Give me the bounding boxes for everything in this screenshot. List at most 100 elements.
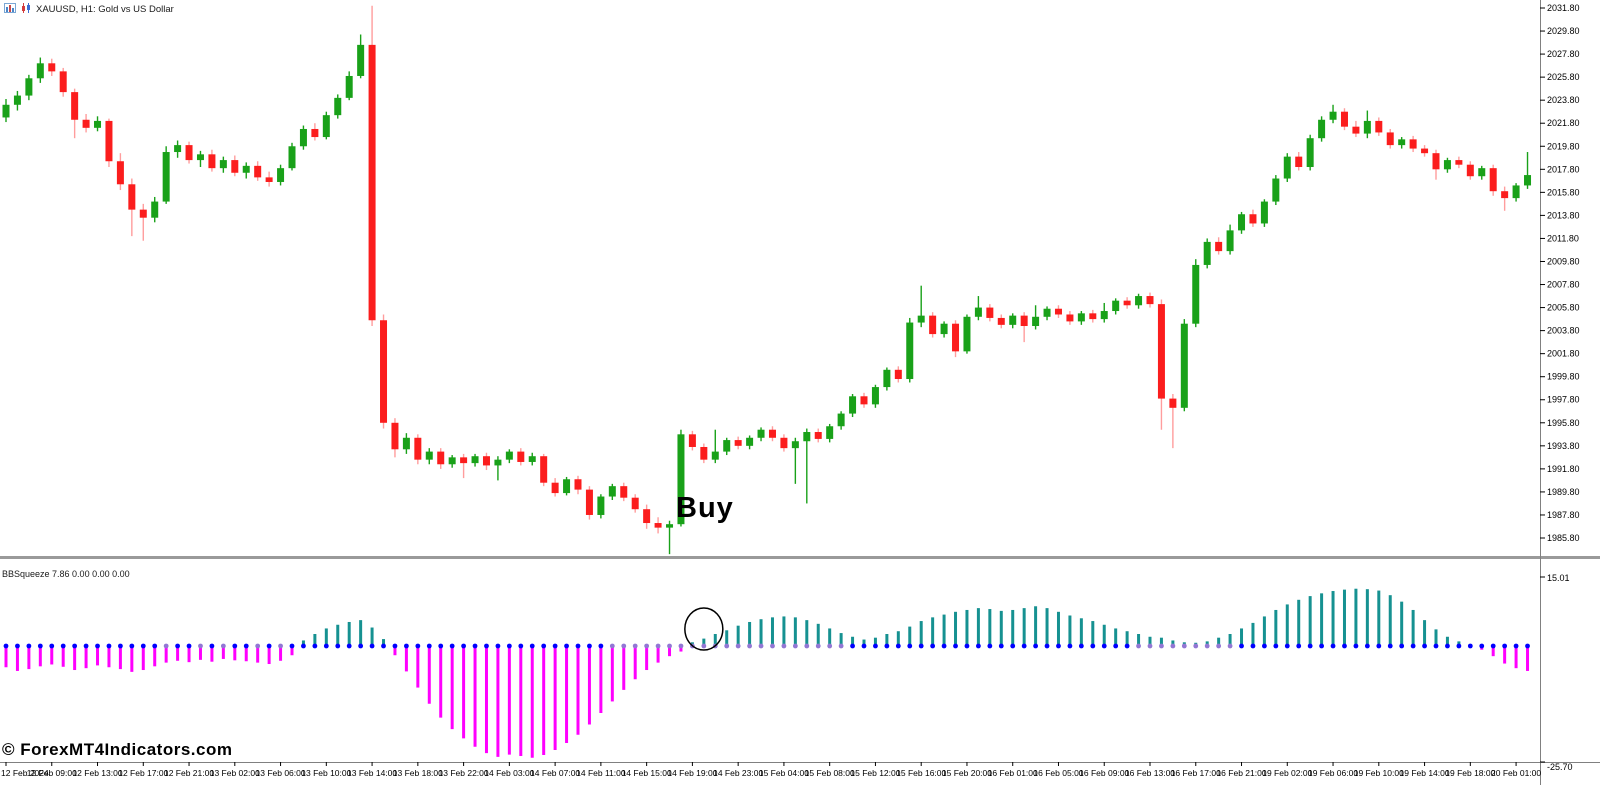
squeeze-dot (1273, 643, 1279, 649)
bbsqueeze-bar (140, 643, 146, 671)
squeeze-dot (1227, 643, 1233, 649)
price-tick-label: 2021.80 (1547, 118, 1580, 128)
squeeze-dot (449, 643, 455, 649)
squeeze-dot (770, 643, 775, 649)
time-tick-label: 12 Feb 21:00 (164, 768, 214, 778)
squeeze-dot (1513, 643, 1519, 649)
squeeze-dot (552, 643, 558, 649)
squeeze-dot (461, 643, 466, 649)
bbsqueeze-bar (1136, 633, 1141, 649)
squeeze-dot (1364, 643, 1370, 649)
bbsqueeze-bar (724, 630, 730, 649)
candle (25, 74, 33, 101)
squeeze-dot (1136, 643, 1141, 649)
bbsqueeze-bar (1239, 628, 1244, 649)
bbsqueeze-bar (1319, 593, 1324, 649)
price-tick-label: 2029.80 (1547, 26, 1580, 36)
indicator-axis[interactable]: 15.01 -25.70 (1540, 573, 1573, 772)
bbsqueeze-bar (60, 643, 66, 667)
candle (1329, 104, 1337, 124)
candle (1192, 259, 1200, 328)
squeeze-dot (1159, 643, 1164, 649)
candle (1409, 135, 1417, 153)
bbsqueeze-bar (1502, 643, 1508, 664)
price-tick-label: 2003.80 (1547, 326, 1580, 336)
squeeze-dot (1078, 643, 1084, 649)
squeeze-dot (1296, 643, 1302, 649)
candle (974, 296, 982, 321)
time-tick-label: 16 Feb 01:00 (988, 768, 1038, 778)
candle (871, 384, 879, 408)
candle (1512, 183, 1520, 202)
candle (917, 285, 925, 328)
candle (494, 456, 502, 481)
squeeze-dot (83, 643, 89, 649)
time-tick-label: 14 Feb 11:00 (576, 768, 626, 778)
bbsqueeze-bar (1353, 588, 1359, 649)
candle (1066, 311, 1074, 325)
candle (1009, 313, 1017, 329)
bbsqueeze-bar (621, 643, 627, 690)
squeeze-dot (152, 643, 158, 649)
candle (1123, 297, 1131, 309)
candle (242, 162, 250, 179)
bbsqueeze-bar (1296, 599, 1302, 649)
squeeze-dot (1353, 643, 1359, 649)
candle (517, 448, 525, 466)
time-tick-label: 19 Feb 14:00 (1400, 768, 1450, 778)
time-tick-label: 15 Feb 12:00 (850, 768, 900, 778)
bbsqueeze-bar (850, 636, 855, 649)
bbsqueeze-bar (770, 617, 775, 649)
squeeze-dot (1342, 643, 1347, 649)
bbsqueeze-bar (1204, 641, 1210, 649)
candle (1054, 305, 1062, 318)
candle (1421, 145, 1429, 157)
candle (1478, 165, 1486, 180)
price-tick-label: 1991.80 (1547, 464, 1580, 474)
bbsqueeze-bar (1170, 640, 1176, 649)
bbsqueeze-bar (438, 643, 444, 718)
candle (322, 111, 330, 140)
bbsqueeze-bar (163, 643, 169, 663)
squeeze-dot (1262, 643, 1267, 649)
squeeze-dot (1399, 643, 1405, 649)
price-tick-label: 2011.80 (1547, 233, 1579, 243)
bbsqueeze-bar (1101, 624, 1107, 649)
bbsqueeze-bar (1113, 628, 1119, 649)
candle (780, 434, 788, 452)
candle (711, 429, 719, 464)
candle (1169, 393, 1177, 449)
squeeze-dot (37, 643, 43, 649)
candle (620, 482, 628, 502)
bbsqueeze-bar (1445, 636, 1450, 649)
squeeze-dot (26, 643, 32, 649)
bbsqueeze-bar (804, 620, 810, 649)
candle (128, 178, 136, 237)
squeeze-dot (1193, 643, 1199, 649)
bbsqueeze-bar (415, 643, 421, 688)
candle (1180, 319, 1188, 412)
bbsqueeze-bar (678, 643, 684, 652)
squeeze-dot (381, 643, 386, 649)
candle (1306, 134, 1314, 171)
bbsqueeze-bar (1078, 618, 1084, 649)
time-tick-label: 13 Feb 06:00 (256, 768, 306, 778)
candle (1318, 116, 1326, 142)
squeeze-dot (1204, 643, 1210, 649)
squeeze-dot (781, 643, 787, 649)
price-tick-label: 1987.80 (1547, 510, 1580, 520)
candle (71, 88, 79, 139)
candle (1466, 161, 1474, 180)
price-axis[interactable]: 2031.80 2029.80 2027.80 2025.80 2023.80 2021.… (1540, 3, 1580, 543)
candle (1295, 152, 1303, 171)
squeeze-dot (346, 643, 352, 649)
candle (460, 453, 468, 479)
candle (585, 486, 593, 520)
candle (162, 146, 170, 204)
bbsqueeze-bar (1376, 590, 1382, 649)
candle (277, 164, 285, 186)
pane-splitter[interactable] (0, 556, 1600, 559)
candle (357, 34, 365, 79)
